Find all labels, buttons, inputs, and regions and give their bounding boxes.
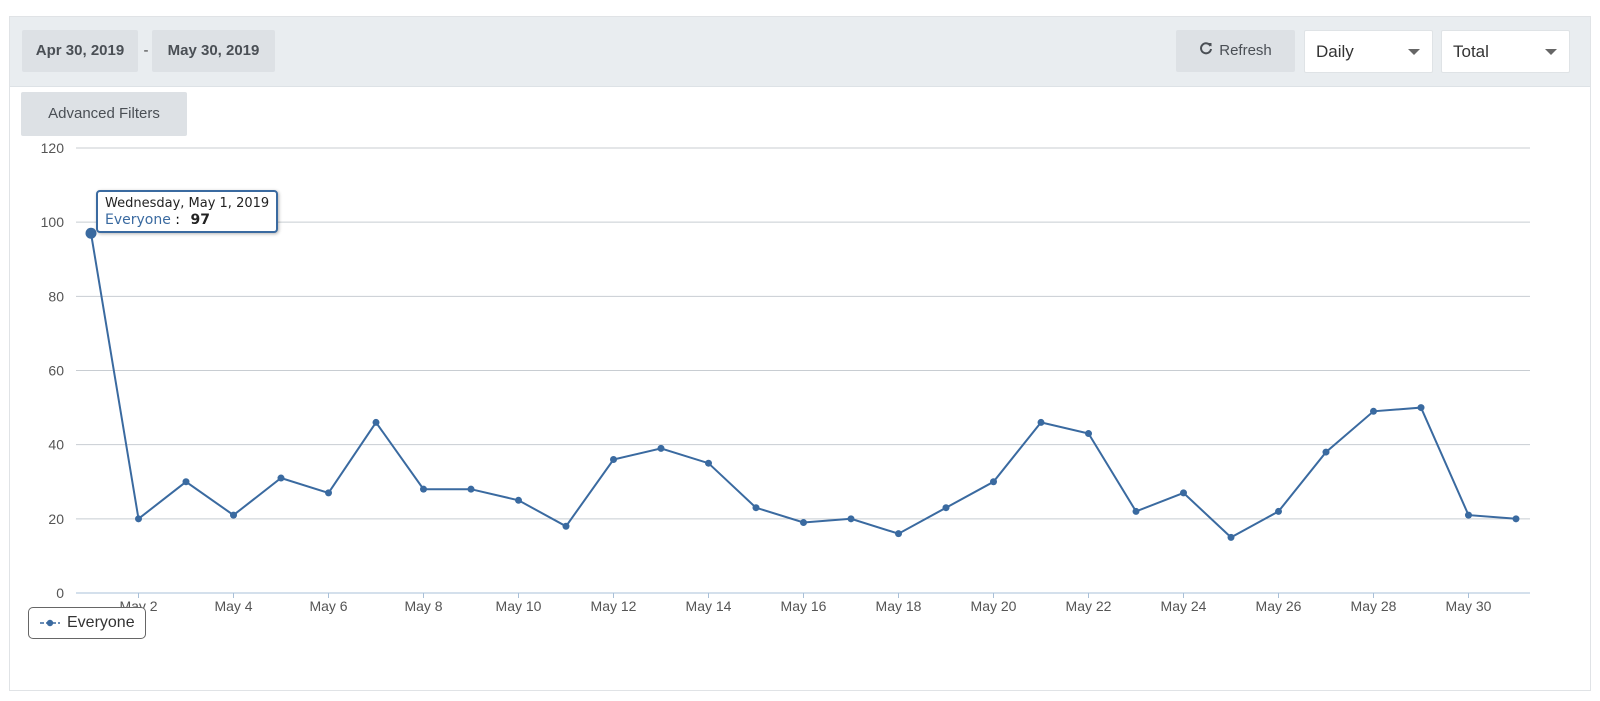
data-point[interactable]	[467, 485, 475, 493]
data-point[interactable]	[1322, 448, 1330, 456]
x-tick-label: May 10	[496, 598, 542, 614]
data-point[interactable]	[1132, 507, 1140, 515]
data-point[interactable]	[1085, 430, 1092, 438]
data-point[interactable]	[752, 504, 760, 512]
y-tick-label: 120	[41, 140, 65, 156]
y-tick-label: 60	[48, 363, 64, 379]
data-point[interactable]	[420, 485, 427, 493]
data-point[interactable]	[1512, 515, 1520, 523]
x-tick-label: May 30	[1446, 598, 1492, 614]
tooltip-series-name: Everyone	[105, 212, 171, 228]
chart-tooltip: Wednesday, May 1, 2019 Everyone : 97	[96, 190, 279, 233]
start-date-button[interactable]: Apr 30, 2019	[22, 30, 138, 72]
data-point[interactable]	[85, 227, 97, 239]
refresh-button[interactable]: Refresh	[1176, 30, 1295, 72]
legend-line-marker-icon	[40, 619, 60, 627]
legend-item-everyone[interactable]: Everyone	[28, 607, 146, 639]
legend-label: Everyone	[67, 614, 135, 631]
refresh-label: Refresh	[1219, 42, 1272, 59]
data-point[interactable]	[657, 444, 665, 452]
tooltip-value: 97	[190, 212, 210, 228]
data-point[interactable]	[610, 456, 617, 463]
x-tick-label: May 4	[214, 598, 252, 614]
y-tick-label: 0	[56, 585, 64, 601]
data-point[interactable]	[515, 496, 522, 504]
y-tick-label: 40	[48, 437, 64, 453]
advanced-filters-button[interactable]: Advanced Filters	[21, 92, 187, 136]
data-point[interactable]	[562, 522, 570, 530]
y-tick-label: 20	[48, 511, 64, 527]
data-point[interactable]	[942, 504, 950, 512]
tooltip-separator: :	[175, 212, 181, 228]
data-point[interactable]	[1227, 533, 1235, 541]
metric-value: Total	[1453, 42, 1489, 61]
refresh-icon	[1199, 30, 1213, 72]
date-range-separator: -	[143, 42, 149, 59]
data-point[interactable]	[372, 418, 380, 426]
analytics-panel: Apr 30, 2019 - May 30, 2019 Refresh Dail…	[9, 16, 1591, 691]
data-point[interactable]	[135, 515, 142, 523]
end-date-button[interactable]: May 30, 2019	[152, 30, 275, 72]
x-tick-label: May 6	[309, 598, 347, 614]
toolbar: Apr 30, 2019 - May 30, 2019 Refresh Dail…	[10, 17, 1590, 87]
y-tick-label: 80	[48, 288, 64, 304]
data-point[interactable]	[847, 515, 855, 523]
grid-lines	[76, 147, 1530, 520]
data-point[interactable]	[1465, 511, 1472, 519]
x-tick-label: May 18	[876, 598, 922, 614]
data-point[interactable]	[895, 530, 902, 538]
data-point[interactable]	[1180, 489, 1187, 497]
x-tick-label: May 22	[1066, 598, 1112, 614]
x-tick-label: May 12	[591, 598, 637, 614]
data-point[interactable]	[230, 511, 237, 519]
x-tick-label: May 28	[1351, 598, 1397, 614]
x-axis-ticks: May 2 May 4 May 6 May 8 May 10 May 12 May 14 Ma…	[119, 593, 1492, 614]
tooltip-date: Wednesday, May 1, 2019	[105, 196, 270, 211]
x-tick-label: May 26	[1256, 598, 1302, 614]
data-point[interactable]	[990, 478, 997, 486]
series-line-everyone	[90, 233, 1517, 539]
data-point[interactable]	[1037, 418, 1045, 426]
interval-value: Daily	[1316, 42, 1354, 61]
x-tick-label: May 8	[404, 598, 442, 614]
y-axis-ticks: 0 20 40 60 80 100 120	[41, 140, 65, 601]
data-point[interactable]	[277, 474, 285, 482]
data-point[interactable]	[1417, 404, 1425, 412]
x-tick-label: May 16	[781, 598, 827, 614]
data-point[interactable]	[800, 519, 807, 527]
data-point[interactable]	[325, 489, 332, 497]
data-point[interactable]	[182, 478, 190, 486]
chevron-down-icon	[1545, 49, 1557, 55]
x-tick-label: May 24	[1161, 598, 1207, 614]
data-point[interactable]	[1275, 507, 1282, 515]
series-points	[85, 227, 1520, 541]
data-point[interactable]	[1370, 407, 1377, 415]
metric-select[interactable]: Total	[1441, 30, 1570, 73]
interval-select[interactable]: Daily	[1304, 30, 1433, 73]
x-tick-label: May 14	[686, 598, 732, 614]
y-tick-label: 100	[41, 214, 65, 230]
x-tick-label: May 20	[971, 598, 1017, 614]
data-point[interactable]	[705, 459, 712, 467]
chevron-down-icon	[1408, 49, 1420, 55]
